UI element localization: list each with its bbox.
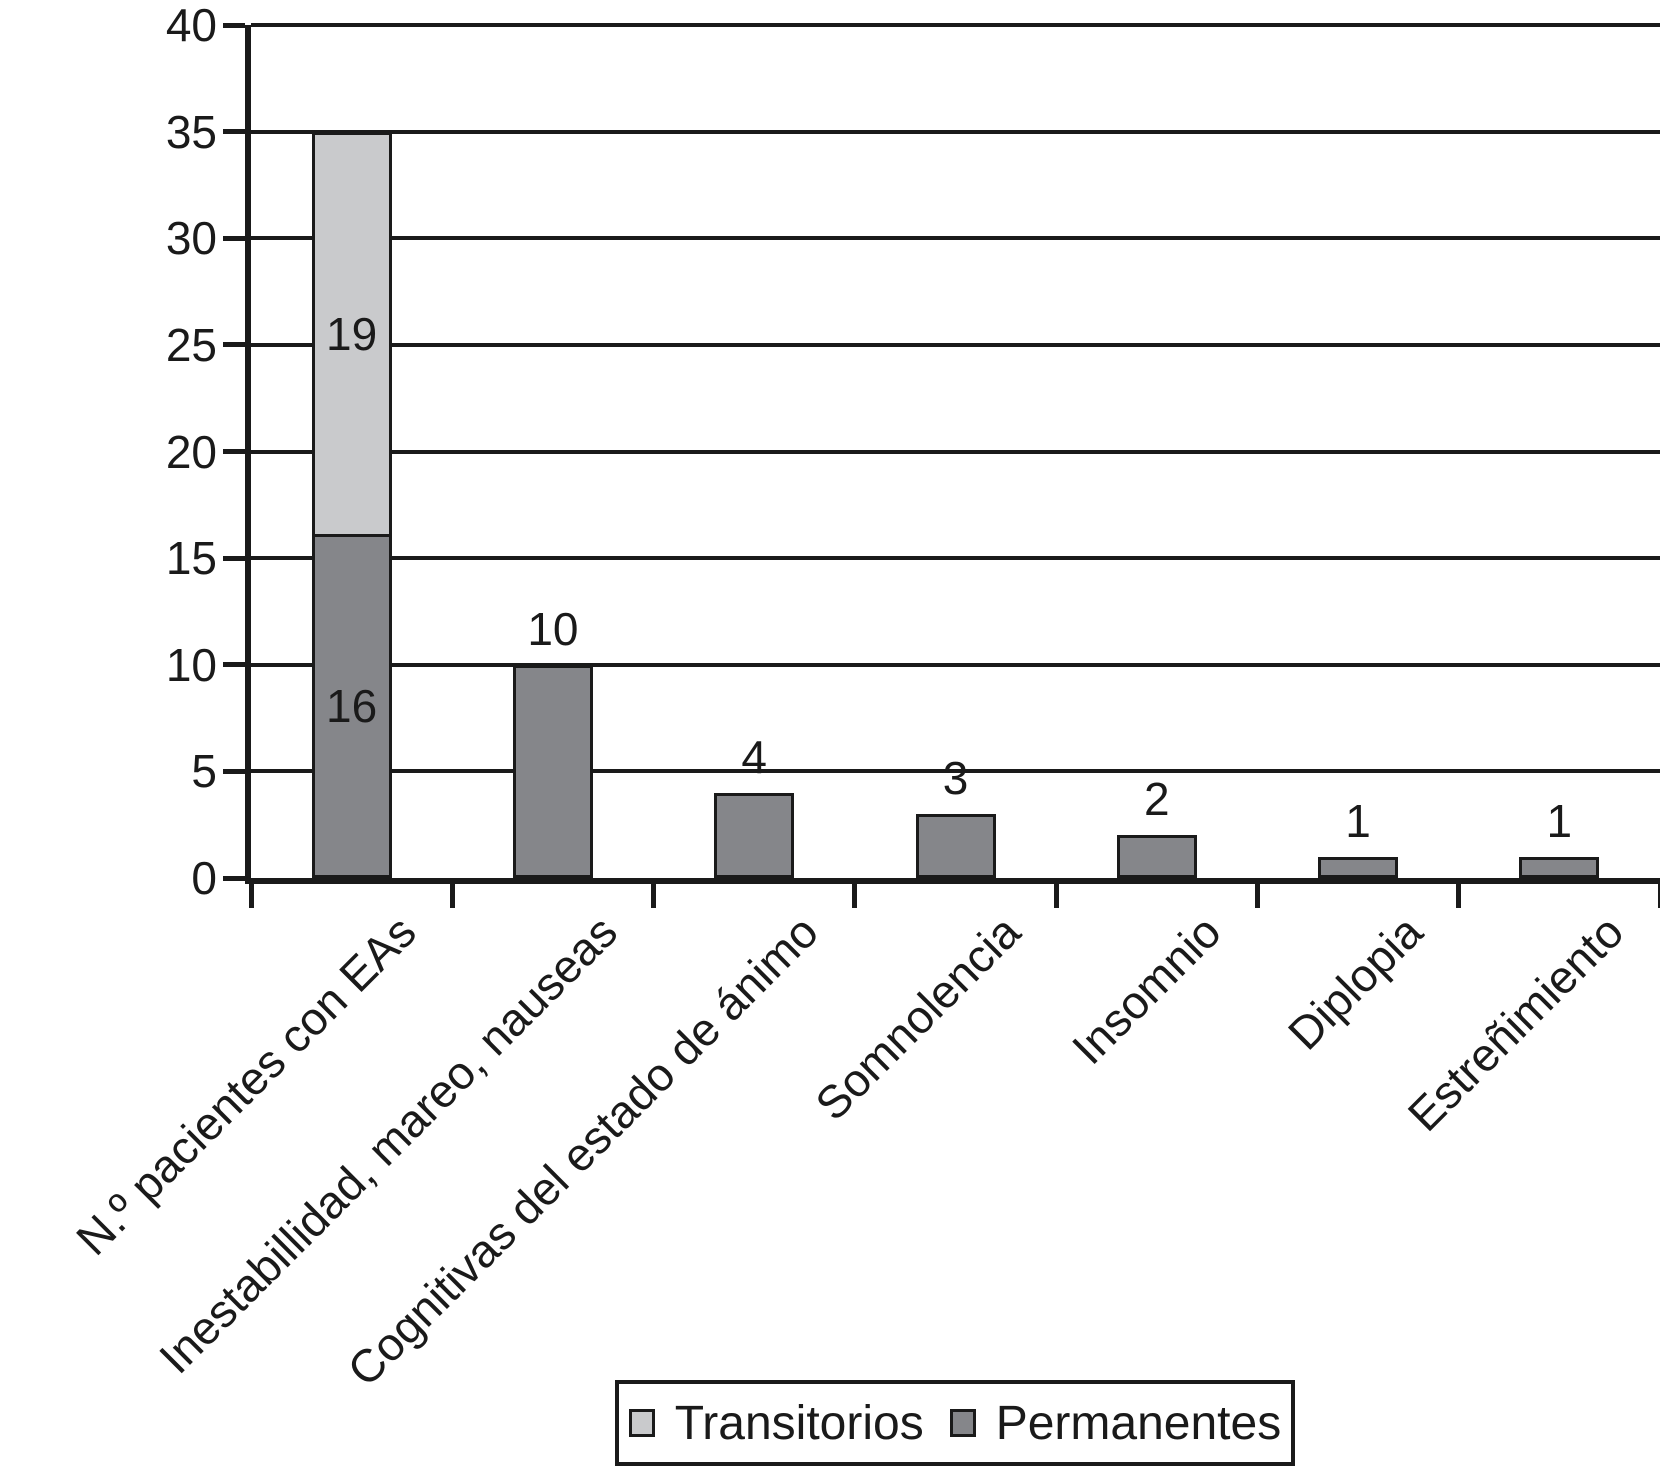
bar-value-label-estrenimiento: 1 <box>1546 794 1573 847</box>
x-axis-tick-0 <box>248 884 254 908</box>
y-axis-tick-15 <box>223 555 245 561</box>
x-axis-tick-4 <box>1053 884 1059 908</box>
x-axis-category-label-estrenimiento: Estreñimiento <box>1397 905 1634 1141</box>
gridline-y-20 <box>251 449 1660 454</box>
bar-segment-permanentes-estrenimiento <box>1519 856 1600 878</box>
y-axis-tick-20 <box>223 449 245 454</box>
y-axis-tick-label-30: 30 <box>165 212 217 265</box>
x-axis-category-label-inestabillidad-mareo-nauseas: Inestabillidad, mareo, nauseas <box>149 905 627 1384</box>
bar-n-pacientes-con-eas: 19 16 <box>311 131 392 878</box>
gridline-y-5 <box>251 769 1660 774</box>
bar-value-label-diplopia: 1 <box>1345 794 1371 847</box>
legend-label-transitorios: Transitorios <box>674 1396 924 1450</box>
y-axis-tick-label-20: 20 <box>165 425 217 478</box>
x-axis-tick-5 <box>1254 884 1260 908</box>
x-axis-tick-7 <box>1657 884 1660 908</box>
legend-swatch-permanentes <box>949 1409 976 1437</box>
y-axis-tick-label-15: 15 <box>165 532 217 585</box>
segment-value-label-permanentes: 16 <box>326 679 378 732</box>
legend-label-permanentes: Permanentes <box>995 1396 1282 1450</box>
bar-segment-permanentes-somnolencia <box>915 814 996 878</box>
legend-swatch-transitorios <box>628 1409 655 1437</box>
bar-value-label-cognitivas-del-estado-de-animo: 4 <box>741 730 767 783</box>
legend-item-transitorios: Transitorios <box>628 1396 924 1451</box>
y-axis-tick-labels: 0 5 10 15 20 25 30 35 40 <box>0 0 217 904</box>
bar-inestabillidad-mareo-nauseas <box>512 664 593 878</box>
y-axis-tick-10 <box>223 662 245 668</box>
bar-value-label-inestabillidad-mareo-nauseas: 10 <box>527 602 579 655</box>
bar-diplopia <box>1318 856 1399 878</box>
y-axis-tick-25 <box>223 342 245 348</box>
gridline-y-40 <box>251 23 1660 27</box>
y-axis-tick-35 <box>223 129 245 135</box>
bar-cognitivas-del-estado-de-animo <box>714 792 795 878</box>
bar-somnolencia <box>915 814 996 878</box>
y-axis-tick-label-40: 40 <box>165 0 217 51</box>
x-axis-tick-2 <box>651 884 657 908</box>
x-axis-tick-6 <box>1456 884 1462 908</box>
bar-value-label-insomnio: 2 <box>1143 773 1170 826</box>
segment-value-label-transitorios: 19 <box>326 308 378 361</box>
bar-segment-permanentes-inestabillidad-mareo-nauseas <box>512 664 593 878</box>
x-axis-tick-3 <box>852 884 858 908</box>
y-axis-tick-label-0: 0 <box>191 852 217 904</box>
gridline-y-30 <box>251 236 1660 241</box>
y-axis-tick-5 <box>223 768 245 774</box>
x-axis-category-label-cognitivas-del-estado-de-animo: Cognitivas del estado de ánimo <box>337 905 829 1396</box>
x-axis-category-label-somnolencia: Somnolencia <box>804 905 1030 1131</box>
bar-segment-permanentes-diplopia <box>1318 856 1399 878</box>
x-axis-tick-1 <box>449 884 455 908</box>
x-axis-category-label-n-pacientes-con-eas: N.º pacientes con EAs <box>66 905 426 1265</box>
bar-value-label-somnolencia: 3 <box>942 752 969 805</box>
y-axis-tick-label-10: 10 <box>165 638 217 691</box>
y-axis-tick-0 <box>223 875 245 881</box>
bar-segment-permanentes-insomnio <box>1116 835 1197 878</box>
plot-area: 19 16 10 4 3 2 1 1 <box>223 22 1660 908</box>
y-axis-tick-40 <box>223 22 245 28</box>
x-axis-category-label-insomnio: Insomnio <box>1062 905 1231 1075</box>
bar-estrenimiento <box>1519 856 1600 878</box>
bar-segment-permanentes-cognitivas-del-estado-de-animo <box>714 792 795 878</box>
x-axis-category-label-diplopia: Diplopia <box>1277 905 1433 1060</box>
y-axis-tick-30 <box>223 235 245 241</box>
bar-segment-transitorios-n-pacientes-con-eas: 19 <box>311 131 392 537</box>
bar-segment-permanentes-n-pacientes-con-eas: 16 <box>311 536 392 878</box>
y-axis-tick-label-5: 5 <box>191 745 217 798</box>
y-axis-tick-label-25: 25 <box>165 318 217 371</box>
gridline-y-25 <box>251 342 1660 347</box>
y-axis-tick-label-35: 35 <box>165 105 217 158</box>
gridline-y-10 <box>251 662 1660 667</box>
gridline-y-35 <box>251 129 1660 134</box>
gridline-y-15 <box>251 556 1660 561</box>
legend: Transitorios Permanentes <box>615 1380 1295 1466</box>
legend-item-permanentes: Permanentes <box>949 1396 1282 1451</box>
bar-insomnio <box>1116 835 1197 878</box>
